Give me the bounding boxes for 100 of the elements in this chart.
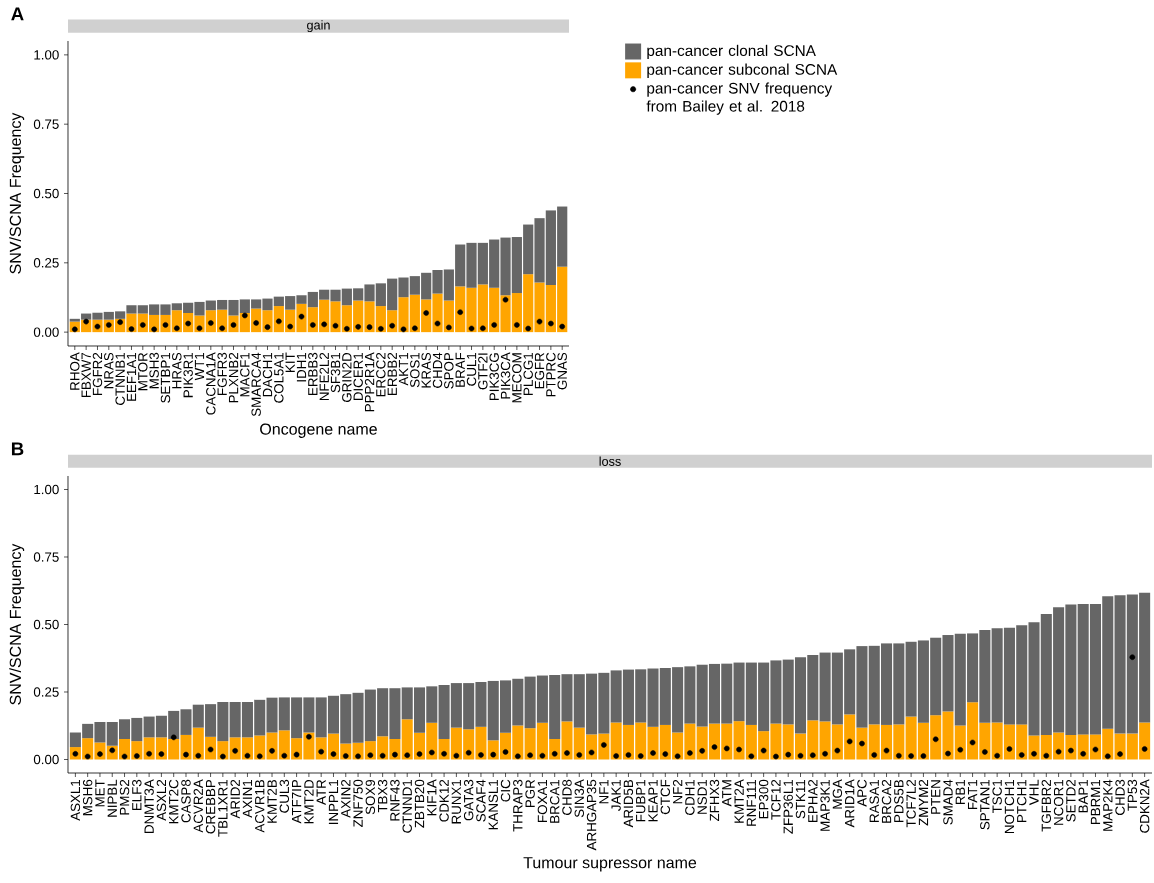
x-tick-label: SMARCA4	[251, 352, 261, 417]
x-tick-label: GTF2I	[478, 353, 488, 390]
x-tick-label: SIN3A	[574, 779, 584, 818]
point	[94, 323, 101, 330]
x-tick-label: TBX3	[377, 779, 388, 813]
point	[72, 326, 78, 333]
chart-title: gain	[307, 20, 330, 33]
point	[559, 323, 566, 330]
x-tick-label: PLCG1	[523, 352, 533, 395]
point	[389, 322, 395, 329]
x-tick-label: BRCA1	[549, 779, 560, 823]
x-tick-label: RASA1	[869, 779, 879, 822]
x-tick-label: FGFR2	[92, 352, 103, 395]
x-tick-label: GATA3	[463, 779, 474, 821]
x-tick-label: TGFBR2	[1041, 779, 1052, 832]
x-tick-label: EPHA2	[808, 779, 818, 822]
x-tick-label: SOX9	[365, 779, 376, 815]
x-tick-label: COL5A1	[274, 352, 284, 403]
x-tick-label: NF2	[672, 779, 683, 804]
y-tick-label: 0.50	[33, 619, 59, 630]
x-tick-label: MAP3K1	[820, 779, 830, 831]
y-tick-label: 0.75	[33, 552, 59, 562]
point	[480, 325, 486, 332]
x-tick-label: ZMYM2	[918, 779, 929, 826]
x-tick-label: FBXW7	[81, 352, 91, 398]
x-tick-label: SOS1	[410, 352, 420, 388]
x-tick-label: TP53	[1127, 779, 1138, 811]
x-tick-label: PIK3CA	[500, 352, 511, 399]
x-tick-label: ATM	[722, 780, 732, 807]
x-tick-label: EEF1A1	[126, 352, 137, 401]
x-tick-label: NIPBL	[107, 779, 117, 817]
x-tick-label: WT1	[194, 352, 205, 381]
x-tick-label: GRIN2D	[342, 352, 352, 402]
x-tick-label: CDK12	[439, 779, 449, 822]
point	[468, 325, 475, 332]
x-tick-label: TCF7L2	[906, 779, 916, 828]
x-tick-label: CHD8	[562, 779, 572, 815]
point	[276, 318, 282, 325]
x-tick-label: KMT2A	[734, 779, 744, 823]
x-tick-label: NOTCH1	[1004, 779, 1015, 833]
x-tick-label: CUL1	[466, 352, 477, 386]
x-tick-label: DNMT3A	[144, 779, 154, 833]
x-tick-label: VHL	[1029, 779, 1039, 806]
point	[457, 309, 463, 315]
point	[242, 312, 248, 319]
x-tick-label: PTCH1	[1017, 779, 1027, 822]
x-tick-label: ATR	[316, 779, 326, 805]
x-tick-label: ARID1A	[845, 779, 855, 828]
x-tick-label: SF3B1	[330, 352, 341, 393]
x-tick-label: CDH1	[685, 779, 695, 815]
x-tick-label: AKT1	[398, 352, 409, 386]
x-tick-label: MACF1	[240, 352, 250, 397]
x-tick-label: SCAF4	[476, 779, 486, 822]
x-tick-label: RUNX1	[451, 779, 462, 824]
x-tick-label: CHD4	[432, 352, 443, 388]
point	[355, 324, 361, 330]
point	[446, 324, 452, 331]
x-tick-label: INPPL1	[328, 779, 339, 824]
x-tick-label: JAK1	[611, 779, 621, 811]
x-tick-label: ASXL1	[70, 779, 81, 821]
point	[140, 322, 146, 328]
y-tick-label: 1.00	[34, 50, 59, 60]
x-tick-label: ACVR1B	[255, 779, 265, 833]
x-tick-label: AXIN1	[242, 779, 253, 818]
x-tick-label: IDH1	[296, 352, 307, 382]
x-tick-label: MET	[95, 779, 105, 807]
x-tick-label: ASXL2	[156, 779, 167, 821]
x-tick-label: DICER1	[353, 352, 363, 401]
point	[310, 322, 316, 328]
x-tick-label: SPTAN1	[980, 779, 990, 830]
x-tick-label: APC	[857, 779, 867, 807]
point	[332, 322, 339, 329]
x-tick-label: RHOA	[70, 352, 80, 390]
y-axis-title: SNV/SCNA Frequency	[9, 543, 25, 705]
x-tick-label: KMT2C	[168, 779, 179, 824]
x-tick-label: EGFR	[534, 352, 545, 389]
x-tick-label: SPOP	[444, 352, 454, 389]
point	[321, 321, 327, 328]
point	[174, 325, 180, 332]
x-tick-label: KEAP1	[648, 779, 658, 822]
point	[162, 322, 169, 328]
x-tick-label: STK11	[795, 779, 806, 819]
x-axis-title: Tumour supressor name	[523, 857, 697, 872]
x-tick-label: ATF7IP	[292, 779, 302, 824]
x-tick-label: AXIN2	[341, 779, 351, 818]
point	[378, 326, 384, 332]
point	[366, 324, 373, 330]
x-tick-label: FUBP1	[636, 779, 646, 822]
x-tick-label: ERBB3	[308, 352, 318, 395]
x-tick-label: PGR	[525, 779, 535, 808]
x-tick-label: BRCA2	[881, 779, 892, 823]
x-tick-label: ZFP36L1	[783, 779, 793, 834]
x-tick-label: BAP1	[1078, 779, 1088, 813]
x-tick-label: NRAS	[104, 352, 114, 389]
point	[106, 322, 112, 328]
x-tick-label: ARHGAP35	[586, 779, 597, 851]
x-tick-label: NSD1	[697, 779, 707, 814]
point	[491, 322, 497, 328]
x-tick-label: RNF111	[746, 779, 756, 826]
text: A	[11, 7, 24, 21]
